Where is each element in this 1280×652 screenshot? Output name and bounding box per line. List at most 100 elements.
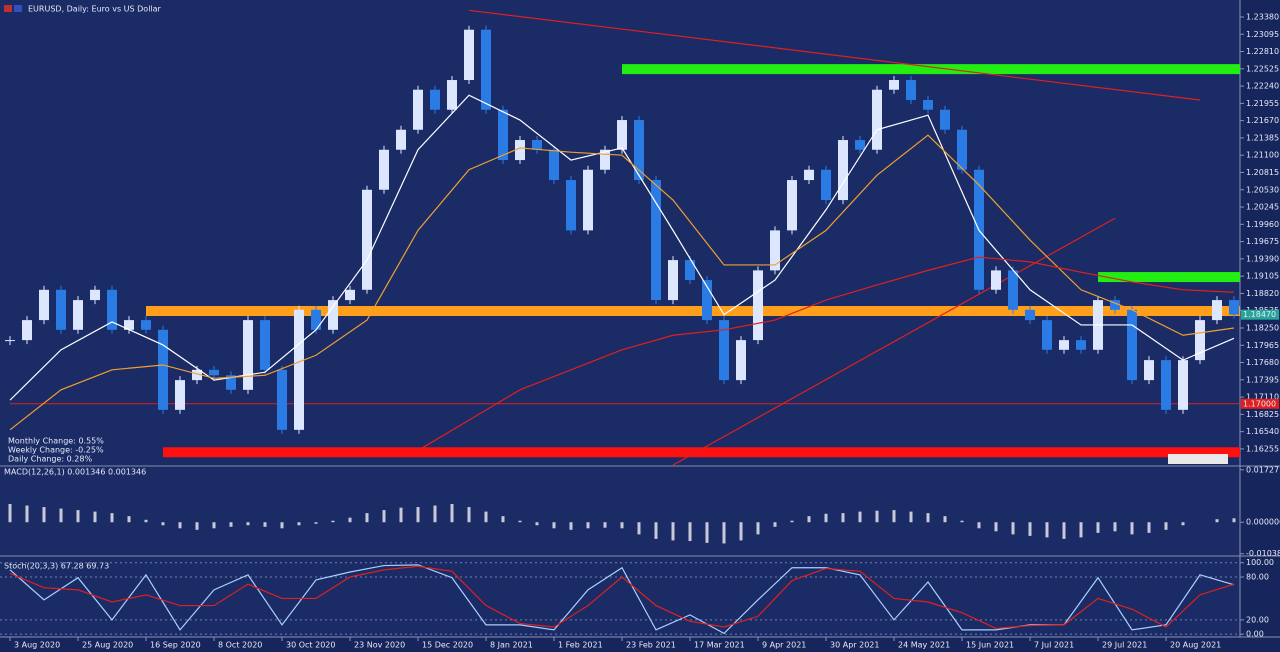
- candle: [600, 149, 610, 170]
- candle: [158, 329, 168, 410]
- y-tick-label: 1.23380: [1246, 12, 1279, 21]
- y-tick-label: 1.21385: [1246, 133, 1279, 142]
- level-zone: [146, 306, 1240, 317]
- time-label: 19:30: [1201, 455, 1224, 464]
- x-tick-label: 30 Oct 2020: [286, 641, 335, 650]
- candle: [1025, 309, 1035, 321]
- y-tick-label: 20.00: [1246, 615, 1269, 624]
- macd-panel: [0, 467, 1240, 555]
- candle: [906, 80, 916, 101]
- candle: [685, 260, 695, 281]
- candle: [889, 80, 899, 90]
- candle: [396, 129, 406, 150]
- y-tick-label: 0.000000: [1246, 518, 1280, 527]
- candle: [787, 180, 797, 231]
- trendline: [468, 9, 1201, 101]
- y-tick-label: 1.17110: [1246, 393, 1279, 402]
- x-tick-label: 1 Feb 2021: [558, 641, 603, 650]
- candle: [668, 260, 678, 301]
- x-tick-label: 15 Dec 2020: [422, 641, 473, 650]
- x-tick-label: 9 Apr 2021: [762, 641, 806, 650]
- x-tick-label: 8 Jan 2021: [490, 641, 533, 650]
- x-tick-label: 24 May 2021: [898, 641, 950, 650]
- change-label: Monthly Change: 0.55%: [8, 437, 104, 446]
- candle: [1195, 320, 1205, 361]
- candle: [736, 340, 746, 381]
- y-tick-label: 1.19390: [1246, 254, 1279, 263]
- y-tick-label: 1.16255: [1246, 444, 1279, 453]
- candle: [260, 320, 270, 370]
- y-tick-label: -0.010383: [1246, 549, 1280, 558]
- y-tick-label: 1.22240: [1246, 82, 1279, 91]
- candle: [719, 320, 729, 381]
- candle: [481, 29, 491, 110]
- time-box: [1168, 454, 1228, 464]
- candle: [1212, 300, 1222, 321]
- candle: [73, 300, 83, 330]
- candle: [838, 140, 848, 201]
- change-label: Daily Change: 0.28%: [8, 455, 92, 464]
- chart-title: EURUSD, Daily: Euro vs US Dollar: [28, 5, 162, 14]
- candle: [634, 120, 644, 181]
- y-tick-label: 1.16825: [1246, 410, 1279, 419]
- candle: [957, 129, 967, 170]
- x-tick-label: 25 Aug 2020: [82, 641, 133, 650]
- candle: [1144, 360, 1154, 381]
- price-label: 1.17000: [1243, 399, 1276, 408]
- y-tick-label: 1.16540: [1246, 427, 1279, 436]
- y-tick-label: 1.23095: [1246, 30, 1279, 39]
- candle: [1110, 300, 1120, 310]
- candle: [1059, 340, 1069, 350]
- moving-average: [9, 94, 1235, 401]
- candle: [770, 230, 780, 271]
- candle: [583, 169, 593, 231]
- candle: [1178, 360, 1188, 410]
- candle: [1229, 300, 1239, 315]
- trendline: [672, 217, 1116, 466]
- candle: [124, 320, 134, 330]
- x-tick-label: 23 Feb 2021: [626, 641, 676, 650]
- candle: [872, 89, 882, 150]
- candle: [923, 100, 933, 110]
- candle: [532, 140, 542, 150]
- change-label: Weekly Change: -0.25%: [8, 446, 104, 455]
- candle: [56, 289, 66, 330]
- candle: [192, 369, 202, 381]
- y-tick-label: 1.17680: [1246, 358, 1279, 367]
- y-tick-label: 0.00: [1246, 630, 1264, 639]
- symbol-icon: [4, 5, 12, 12]
- candle: [447, 80, 457, 110]
- candle: [1076, 340, 1086, 350]
- candle: [566, 180, 576, 231]
- y-tick-label: 1.19675: [1246, 237, 1279, 246]
- candle: [90, 289, 100, 301]
- macd-title: MACD(12,26,1) 0.001346 0.001346: [4, 468, 146, 477]
- candle: [940, 109, 950, 130]
- stoch-line: [9, 565, 1235, 630]
- y-tick-label: 80.00: [1246, 573, 1269, 582]
- y-tick-label: 1.18820: [1246, 289, 1279, 298]
- candle: [617, 120, 627, 150]
- y-tick-label: 1.19960: [1246, 220, 1279, 229]
- candle: [311, 309, 321, 330]
- candle: [209, 369, 219, 376]
- x-tick-label: 23 Nov 2020: [354, 641, 405, 650]
- candle: [549, 149, 559, 181]
- x-tick-label: 7 Jul 2021: [1034, 641, 1074, 650]
- candle: [991, 270, 1001, 290]
- candle: [362, 189, 372, 290]
- y-tick-label: 1.17965: [1246, 341, 1279, 350]
- candle: [515, 140, 525, 161]
- level-zone: [163, 447, 1240, 458]
- y-tick-label: 1.21100: [1246, 151, 1279, 160]
- candle: [345, 289, 355, 301]
- price-label-box: [1241, 309, 1279, 320]
- candle: [464, 29, 474, 81]
- candle: [5, 340, 15, 342]
- y-tick-label: 1.19105: [1246, 272, 1279, 281]
- stoch-line: [9, 564, 1235, 635]
- candle: [1161, 360, 1171, 410]
- y-tick-label: 1.22810: [1246, 47, 1279, 56]
- y-tick-label: 0.017271: [1246, 465, 1280, 474]
- x-tick-label: 17 Mar 2021: [694, 641, 745, 650]
